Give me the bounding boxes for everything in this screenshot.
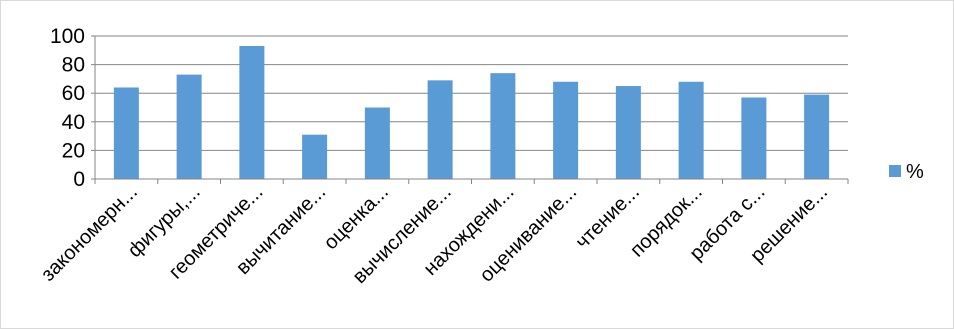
bar (427, 80, 453, 179)
bar (804, 94, 830, 179)
y-tick-label: 0 (73, 168, 85, 191)
legend-swatch (889, 165, 901, 177)
y-tick-label: 100 (50, 25, 85, 48)
bar (302, 134, 328, 179)
bar (553, 81, 579, 179)
bar (239, 46, 265, 180)
legend: % (889, 161, 924, 183)
x-tick-labels: закономерн...фигуры,...геометриче...вычи… (37, 181, 832, 288)
y-tick-label: 80 (62, 54, 85, 77)
y-tick-label: 20 (62, 139, 85, 162)
legend-label: % (906, 161, 924, 183)
grid-lines (95, 35, 848, 151)
x-tick-label: закономерн... (37, 181, 142, 286)
bar (113, 87, 139, 179)
bars (113, 46, 830, 180)
bar (364, 107, 390, 179)
axes (91, 35, 849, 184)
y-tick-label: 60 (62, 82, 85, 105)
bar (678, 81, 704, 179)
bar (741, 97, 767, 179)
bar (490, 73, 516, 179)
y-tick-labels: 0 20 40 60 80 100 (50, 25, 85, 191)
y-tick-label: 40 (62, 111, 85, 134)
bar (615, 86, 641, 179)
bar (176, 74, 202, 179)
